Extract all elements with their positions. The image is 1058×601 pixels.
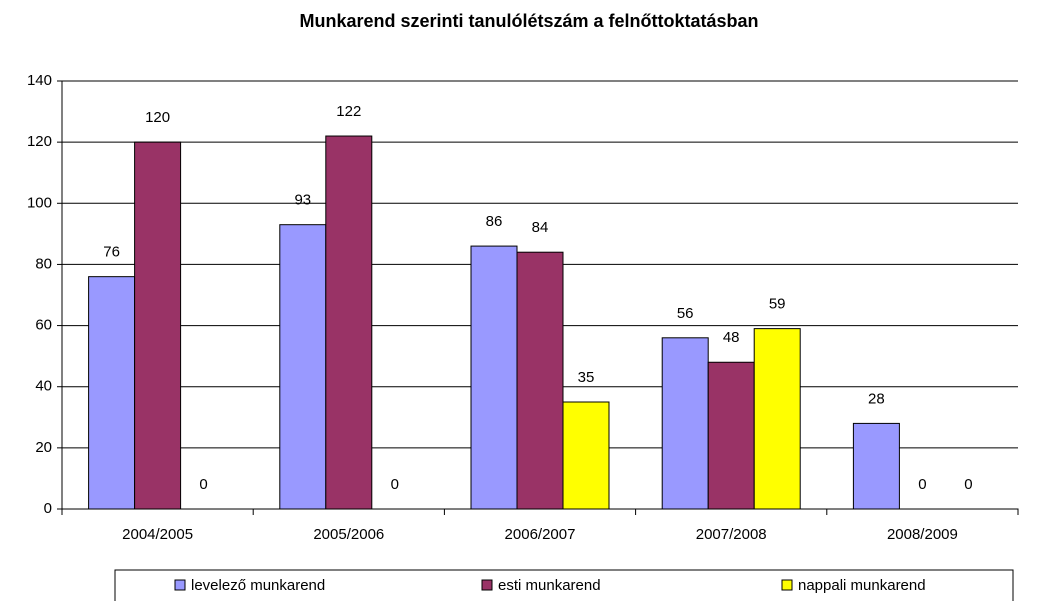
y-tick-label: 60 bbox=[35, 317, 52, 334]
data-label: 0 bbox=[391, 476, 399, 493]
data-label: 48 bbox=[723, 329, 740, 346]
x-tick-label: 2008/2009 bbox=[887, 526, 958, 543]
x-tick-label: 2007/2008 bbox=[696, 526, 767, 543]
data-label: 28 bbox=[868, 390, 885, 407]
data-label: 0 bbox=[918, 476, 926, 493]
legend-label: esti munkarend bbox=[498, 577, 601, 594]
bar bbox=[470, 245, 518, 510]
x-tick-label: 2004/2005 bbox=[122, 526, 193, 543]
legend-box bbox=[114, 569, 1014, 601]
data-label: 120 bbox=[145, 109, 170, 126]
y-tick-label: 120 bbox=[27, 133, 52, 150]
legend-swatch bbox=[174, 579, 186, 591]
data-label: 93 bbox=[294, 192, 311, 209]
bar bbox=[562, 401, 610, 510]
x-tick-label: 2006/2007 bbox=[505, 526, 576, 543]
bar bbox=[661, 337, 709, 510]
bar bbox=[852, 422, 900, 510]
chart-title: Munkarend szerinti tanulólétszám a felnő… bbox=[299, 11, 758, 31]
y-tick-label: 20 bbox=[35, 439, 52, 456]
bar bbox=[707, 361, 755, 510]
data-label: 122 bbox=[336, 103, 361, 120]
legend-swatch bbox=[481, 579, 493, 591]
x-tick-label: 2005/2006 bbox=[313, 526, 384, 543]
legend-label: nappali munkarend bbox=[798, 577, 926, 594]
data-label: 0 bbox=[199, 476, 207, 493]
y-tick-label: 80 bbox=[35, 255, 52, 272]
bar bbox=[134, 141, 182, 510]
legend-label: levelező munkarend bbox=[191, 577, 325, 594]
bar bbox=[88, 276, 136, 510]
y-tick-label: 100 bbox=[27, 194, 52, 211]
bar bbox=[279, 224, 327, 510]
data-label: 0 bbox=[964, 476, 972, 493]
data-label: 86 bbox=[486, 213, 503, 230]
data-label: 59 bbox=[769, 296, 786, 313]
data-label: 35 bbox=[578, 369, 595, 386]
bar bbox=[325, 135, 373, 510]
bar bbox=[516, 251, 564, 510]
data-label: 84 bbox=[532, 219, 549, 236]
y-tick-label: 140 bbox=[27, 72, 52, 89]
y-tick-label: 0 bbox=[44, 500, 52, 517]
data-label: 76 bbox=[103, 244, 120, 261]
y-tick-label: 40 bbox=[35, 378, 52, 395]
bar bbox=[753, 328, 801, 510]
data-label: 56 bbox=[677, 305, 694, 322]
legend-swatch bbox=[781, 579, 793, 591]
